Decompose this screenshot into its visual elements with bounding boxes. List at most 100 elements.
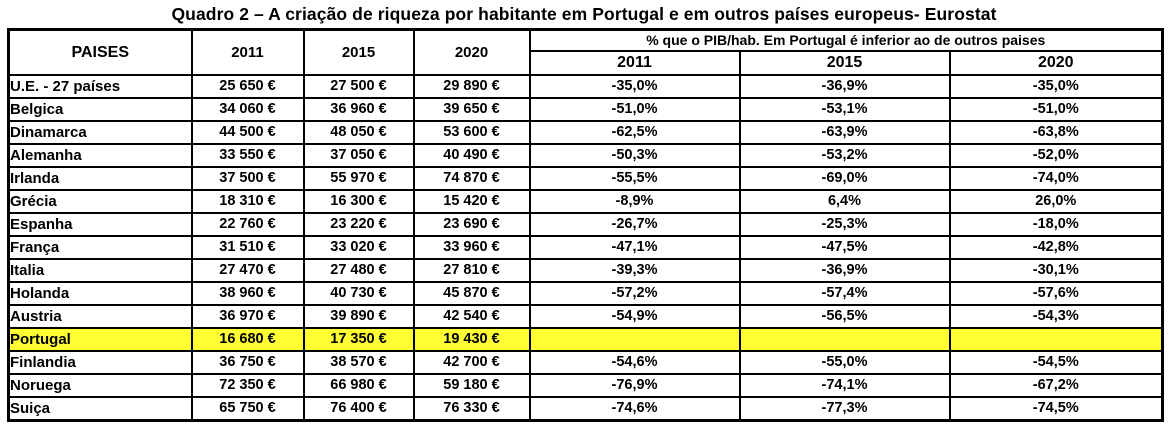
table-title: Quadro 2 – A criação de riqueza por habi…: [171, 4, 997, 24]
country-cell: Austria: [7, 304, 193, 329]
header-row-pct-years: 2011 2015 2020: [9, 50, 1164, 76]
gdp-per-capita-cell: 76 400 €: [302, 396, 415, 422]
year-column-header-2015: 2015: [302, 28, 415, 76]
gdp-per-capita-cell: 33 020 €: [302, 235, 415, 260]
table-row: Irlanda 37 500 €55 970 €74 870 € -55,5% -69…: [7, 166, 1164, 191]
pct-below-portugal-cell: 6,4%: [738, 189, 951, 214]
country-cell: Dinamarca: [7, 120, 193, 145]
gdp-per-capita-cell: 22 760 €: [190, 212, 305, 237]
pct-group-header: % que o PIB/hab. Em Portugal é inferior …: [528, 28, 1164, 52]
pct-below-portugal-cell: -57,4%: [738, 281, 951, 306]
gdp-per-capita-cell: 19 430 €: [412, 327, 531, 352]
pct-below-portugal-cell: -51,0%: [948, 97, 1164, 122]
pct-below-portugal-cell: -57,6%: [948, 281, 1164, 306]
pct-below-portugal-cell: -35,0%: [948, 74, 1164, 99]
gdp-comparison-table: PAISES 2011 2015 2020 % que o PIB/hab. E…: [7, 28, 1164, 422]
gdp-per-capita-cell: 27 470 €: [190, 258, 305, 283]
country-cell: Noruega: [7, 373, 193, 398]
gdp-per-capita-cell: 42 700 €: [412, 350, 531, 375]
table-row-portugal-highlighted: Portugal 16 680 €17 350 €19 430 €: [7, 327, 1164, 352]
year-column-header-2011: 2011: [190, 28, 305, 76]
gdp-per-capita-cell: 23 220 €: [302, 212, 415, 237]
country-cell: Irlanda: [7, 166, 193, 191]
gdp-per-capita-cell: 40 490 €: [412, 143, 531, 168]
country-cell: Suiça: [7, 396, 193, 422]
pct-below-portugal-cell: [738, 327, 951, 352]
country-cell: Italia: [7, 258, 193, 283]
pct-below-portugal-cell: -63,8%: [948, 120, 1164, 145]
pct-below-portugal-cell: -77,3%: [738, 396, 951, 422]
table-row: U.E. - 27 países 25 650 €27 500 €29 890 €…: [7, 74, 1164, 99]
table-row: Grécia 18 310 €16 300 €15 420 € -8,9% 6,4% 2…: [7, 189, 1164, 214]
pct-year-header-2015: 2015: [738, 50, 951, 76]
gdp-per-capita-cell: 31 510 €: [190, 235, 305, 260]
gdp-per-capita-cell: 40 730 €: [302, 281, 415, 306]
gdp-per-capita-cell: 23 690 €: [412, 212, 531, 237]
gdp-per-capita-cell: 37 050 €: [302, 143, 415, 168]
gdp-per-capita-cell: 36 970 €: [190, 304, 305, 329]
gdp-per-capita-cell: 25 650 €: [190, 74, 305, 99]
gdp-per-capita-cell: 29 890 €: [412, 74, 531, 99]
gdp-per-capita-cell: 38 570 €: [302, 350, 415, 375]
pct-below-portugal-cell: -63,9%: [738, 120, 951, 145]
gdp-per-capita-cell: 53 600 €: [412, 120, 531, 145]
table-row: Austria 36 970 €39 890 €42 540 € -54,9% -56…: [7, 304, 1164, 329]
gdp-per-capita-cell: 27 810 €: [412, 258, 531, 283]
pct-below-portugal-cell: -57,2%: [528, 281, 741, 306]
table-row: Noruega 72 350 €66 980 €59 180 € -76,9% -74…: [7, 373, 1164, 398]
table-row: Finlandia 36 750 €38 570 €42 700 € -54,6% -…: [7, 350, 1164, 375]
country-cell: Alemanha: [7, 143, 193, 168]
pct-below-portugal-cell: -54,5%: [948, 350, 1164, 375]
pct-below-portugal-cell: -74,1%: [738, 373, 951, 398]
gdp-per-capita-cell: 76 330 €: [412, 396, 531, 422]
table-row: Espanha 22 760 €23 220 €23 690 € -26,7% -25…: [7, 212, 1164, 237]
table-row: Belgica 34 060 €36 960 €39 650 € -51,0% -53…: [7, 97, 1164, 122]
pct-below-portugal-cell: -55,0%: [738, 350, 951, 375]
pct-below-portugal-cell: -39,3%: [528, 258, 741, 283]
gdp-per-capita-cell: 15 420 €: [412, 189, 531, 214]
gdp-per-capita-cell: 38 960 €: [190, 281, 305, 306]
gdp-per-capita-cell: 74 870 €: [412, 166, 531, 191]
pct-below-portugal-cell: -36,9%: [738, 258, 951, 283]
pct-below-portugal-cell: -53,1%: [738, 97, 951, 122]
pct-below-portugal-cell: -25,3%: [738, 212, 951, 237]
table-row: França 31 510 €33 020 €33 960 € -47,1% -47,…: [7, 235, 1164, 260]
gdp-per-capita-cell: 33 550 €: [190, 143, 305, 168]
pct-below-portugal-cell: -26,7%: [528, 212, 741, 237]
pct-below-portugal-cell: -47,5%: [738, 235, 951, 260]
country-cell: Belgica: [7, 97, 193, 122]
gdp-per-capita-cell: 48 050 €: [302, 120, 415, 145]
pct-below-portugal-cell: -35,0%: [528, 74, 741, 99]
pct-below-portugal-cell: -76,9%: [528, 373, 741, 398]
gdp-per-capita-cell: 34 060 €: [190, 97, 305, 122]
pct-year-header-2011: 2011: [528, 50, 741, 76]
gdp-per-capita-cell: 16 300 €: [302, 189, 415, 214]
gdp-per-capita-cell: 36 750 €: [190, 350, 305, 375]
pct-below-portugal-cell: -8,9%: [528, 189, 741, 214]
country-cell: França: [7, 235, 193, 260]
pct-below-portugal-cell: -50,3%: [528, 143, 741, 168]
pct-below-portugal-cell: -55,5%: [528, 166, 741, 191]
gdp-per-capita-cell: 39 890 €: [302, 304, 415, 329]
table-row: Holanda 38 960 €40 730 €45 870 € -57,2% -57…: [7, 281, 1164, 306]
gdp-per-capita-cell: 72 350 €: [190, 373, 305, 398]
gdp-per-capita-cell: 39 650 €: [412, 97, 531, 122]
pct-below-portugal-cell: -74,5%: [948, 396, 1164, 422]
pct-below-portugal-cell: -42,8%: [948, 235, 1164, 260]
country-cell: Holanda: [7, 281, 193, 306]
pct-below-portugal-cell: -74,0%: [948, 166, 1164, 191]
pct-below-portugal-cell: -67,2%: [948, 373, 1164, 398]
pct-below-portugal-cell: -74,6%: [528, 396, 741, 422]
gdp-per-capita-cell: 66 980 €: [302, 373, 415, 398]
gdp-per-capita-cell: 44 500 €: [190, 120, 305, 145]
pct-below-portugal-cell: [528, 327, 741, 352]
table-row: Dinamarca 44 500 €48 050 €53 600 € -62,5% -…: [7, 120, 1164, 145]
country-cell: U.E. - 27 países: [7, 74, 193, 99]
pct-below-portugal-cell: -62,5%: [528, 120, 741, 145]
pct-below-portugal-cell: 26,0%: [948, 189, 1164, 214]
header-row-top: PAISES 2011 2015 2020 % que o PIB/hab. E…: [7, 28, 1164, 76]
pct-below-portugal-cell: -18,0%: [948, 212, 1164, 237]
pct-below-portugal-cell: -69,0%: [738, 166, 951, 191]
table-row: Alemanha 33 550 €37 050 €40 490 € -50,3% -5…: [7, 143, 1164, 168]
gdp-per-capita-cell: 18 310 €: [190, 189, 305, 214]
